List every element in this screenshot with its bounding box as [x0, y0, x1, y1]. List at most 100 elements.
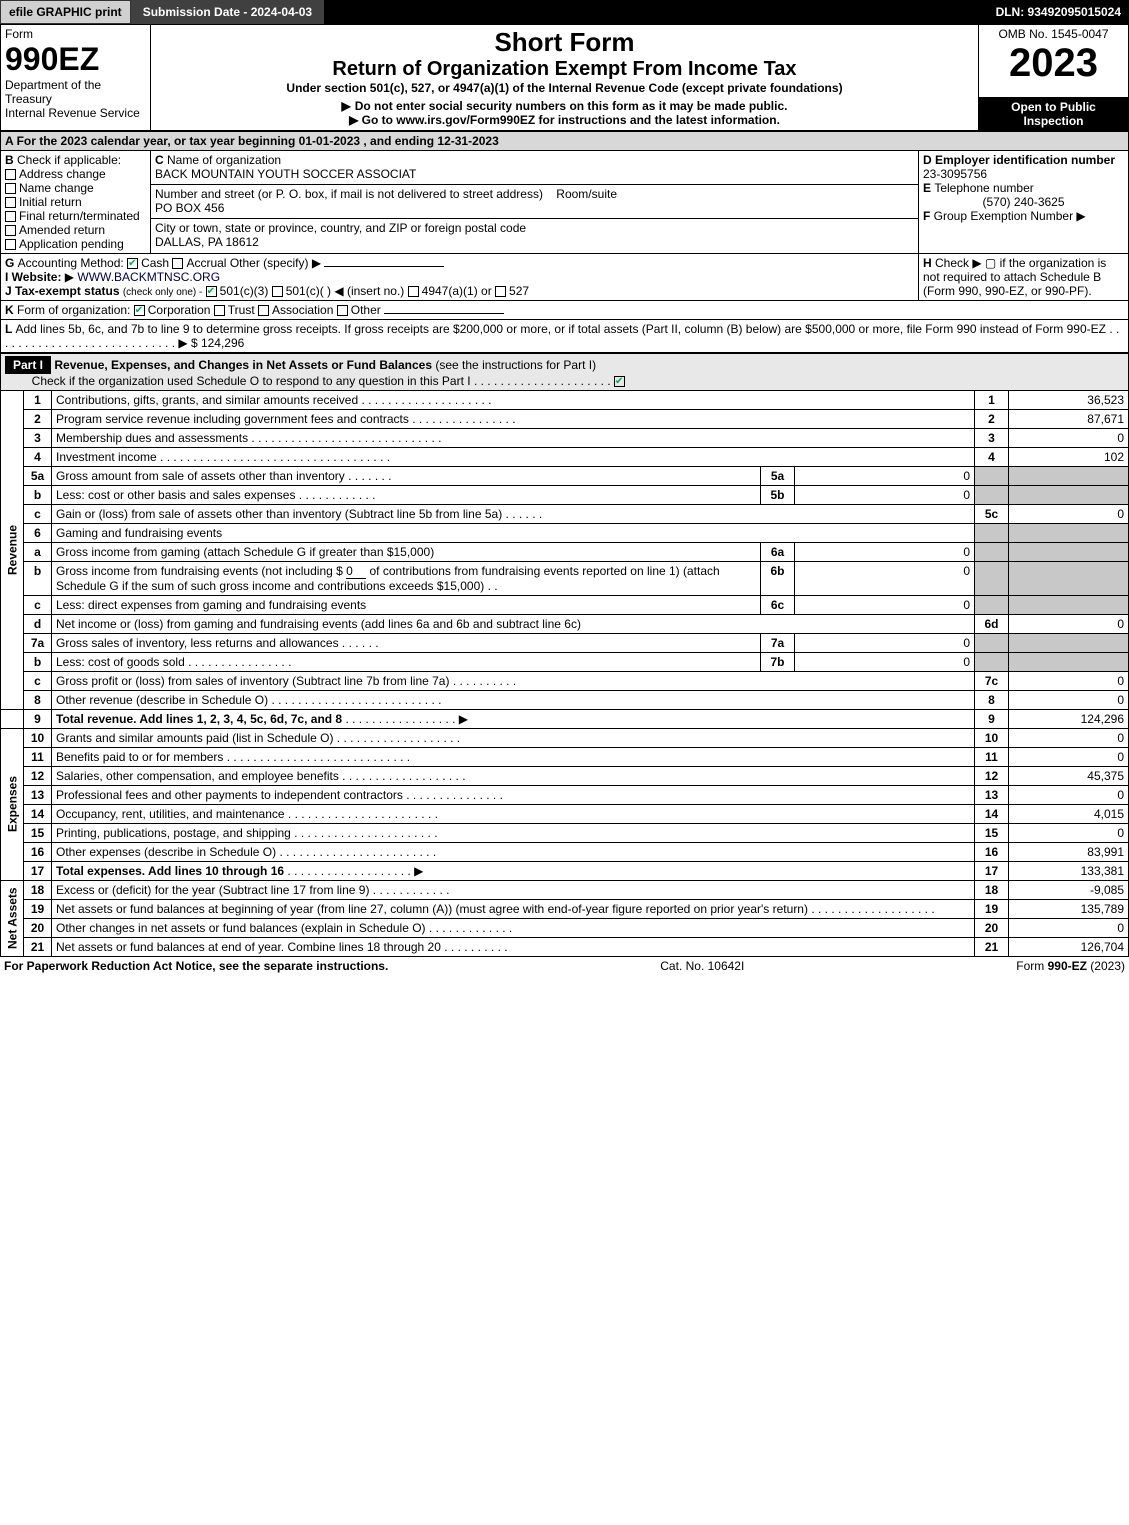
line-1-text: Contributions, gifts, grants, and simila…	[56, 393, 358, 407]
efile-print-button[interactable]: efile GRAPHIC print	[0, 0, 131, 24]
i-label: Website:	[12, 270, 62, 284]
telephone: (570) 240-3625	[923, 195, 1124, 209]
j-ins: (insert no.)	[347, 284, 404, 298]
line-10-num: 10	[975, 728, 1009, 747]
line-5b-sv: 0	[795, 485, 975, 504]
line-6d-num: 6d	[975, 614, 1009, 633]
line-7a-text: Gross sales of inventory, less returns a…	[56, 636, 339, 650]
line-8-text: Other revenue (describe in Schedule O)	[56, 693, 268, 707]
line-16-text: Other expenses (describe in Schedule O)	[56, 845, 276, 859]
line-18-num: 18	[975, 880, 1009, 899]
line-19-text: Net assets or fund balances at beginning…	[56, 902, 808, 916]
part1-checkbox[interactable]	[614, 376, 625, 387]
note-goto: ▶ Go to www.irs.gov/Form990EZ for instru…	[349, 113, 780, 127]
revenue-label: Revenue	[1, 390, 24, 709]
b-opt-2[interactable]: Initial return	[19, 195, 82, 209]
g-label: Accounting Method:	[18, 256, 124, 270]
k-label: Form of organization:	[17, 303, 130, 317]
line-6c-text: Less: direct expenses from gaming and fu…	[56, 598, 366, 612]
line-20-val: 0	[1009, 918, 1129, 937]
line-14-text: Occupancy, rent, utilities, and maintena…	[56, 807, 285, 821]
footer: For Paperwork Reduction Act Notice, see …	[0, 957, 1129, 975]
line-9-num: 9	[975, 709, 1009, 728]
line-12-val: 45,375	[1009, 766, 1129, 785]
line-2-val: 87,671	[1009, 409, 1129, 428]
g-accrual[interactable]: Accrual	[186, 256, 226, 270]
line-5c-text: Gain or (loss) from sale of assets other…	[56, 507, 502, 521]
b-opt-5[interactable]: Application pending	[19, 237, 124, 251]
k-o3[interactable]: Association	[272, 303, 333, 317]
line-13-text: Professional fees and other payments to …	[56, 788, 403, 802]
netassets-label: Net Assets	[1, 880, 24, 956]
info-table: A For the 2023 calendar year, or tax yea…	[0, 131, 1129, 353]
submission-date: Submission Date - 2024-04-03	[131, 0, 324, 24]
b-opt-0[interactable]: Address change	[19, 167, 106, 181]
line-7a-sn: 7a	[761, 633, 795, 652]
line-12-num: 12	[975, 766, 1009, 785]
line-1-val: 36,523	[1009, 390, 1129, 409]
c-name-label: Name of organization	[167, 153, 281, 167]
line-15-val: 0	[1009, 823, 1129, 842]
c-city-label: City or town, state or province, country…	[155, 221, 526, 235]
line-6c-sn: 6c	[761, 595, 795, 614]
line-7b-sn: 7b	[761, 652, 795, 671]
line-2-text: Program service revenue including govern…	[56, 412, 409, 426]
line-7a-sv: 0	[795, 633, 975, 652]
line-6d-text: Net income or (loss) from gaming and fun…	[56, 617, 581, 631]
line-6b-text1: Gross income from fundraising events (no…	[56, 564, 343, 578]
line-5b-sn: 5b	[761, 485, 795, 504]
city: DALLAS, PA 18612	[155, 235, 259, 249]
b-opt-1[interactable]: Name change	[19, 181, 94, 195]
form-label: Form	[5, 27, 33, 41]
line-13-num: 13	[975, 785, 1009, 804]
line-8-num: 8	[975, 690, 1009, 709]
g-cash[interactable]: Cash	[141, 256, 169, 270]
line-5c-num: 5c	[975, 504, 1009, 523]
line-20-text: Other changes in net assets or fund bala…	[56, 921, 426, 935]
k-o2[interactable]: Trust	[228, 303, 255, 317]
b-opt-4[interactable]: Amended return	[19, 223, 105, 237]
line-a: For the 2023 calendar year, or tax year …	[17, 134, 499, 148]
line-17-num: 17	[975, 861, 1009, 880]
line-5a-sv: 0	[795, 466, 975, 485]
line-7b-text: Less: cost of goods sold	[56, 655, 185, 669]
j-sub: (check only one) -	[123, 287, 202, 298]
line-7b-sv: 0	[795, 652, 975, 671]
j-o2[interactable]: 501(c)( )	[286, 284, 331, 298]
line-6b-sv: 0	[795, 561, 975, 595]
line-4-text: Investment income	[56, 450, 157, 464]
j-o4[interactable]: 527	[509, 284, 529, 298]
line-14-num: 14	[975, 804, 1009, 823]
note-ssn: Do not enter social security numbers on …	[341, 99, 787, 113]
k-o1[interactable]: Corporation	[148, 303, 211, 317]
open-to-public: Open to Public Inspection	[979, 97, 1129, 130]
line-6d-val: 0	[1009, 614, 1129, 633]
subtitle: Under section 501(c), 527, or 4947(a)(1)…	[155, 81, 974, 95]
line-15-text: Printing, publications, postage, and shi…	[56, 826, 291, 840]
org-name: BACK MOUNTAIN YOUTH SOCCER ASSOCIAT	[155, 167, 416, 181]
line-10-text: Grants and similar amounts paid (list in…	[56, 731, 333, 745]
l-text: Add lines 5b, 6c, and 7b to line 9 to de…	[15, 322, 1106, 336]
omb-number: OMB No. 1545-0047	[998, 27, 1108, 41]
line-21-text: Net assets or fund balances at end of ye…	[56, 940, 441, 954]
j-o1[interactable]: 501(c)(3)	[220, 284, 269, 298]
k-o4[interactable]: Other	[351, 303, 381, 317]
g-other[interactable]: Other (specify)	[230, 256, 309, 270]
header-table: Form 990EZ Department of the Treasury In…	[0, 24, 1129, 131]
top-bar: efile GRAPHIC print Submission Date - 20…	[0, 0, 1129, 24]
b-opt-3[interactable]: Final return/terminated	[19, 209, 140, 223]
line-19-num: 19	[975, 899, 1009, 918]
line-18-text: Excess or (deficit) for the year (Subtra…	[56, 883, 369, 897]
line-21-num: 21	[975, 937, 1009, 956]
dept-label: Department of the Treasury	[5, 78, 101, 106]
line-4-num: 4	[975, 447, 1009, 466]
part1-title: Revenue, Expenses, and Changes in Net As…	[54, 358, 432, 372]
line-6a-text: Gross income from gaming (attach Schedul…	[56, 545, 434, 559]
ein: 23-3095756	[923, 167, 987, 181]
line-8-val: 0	[1009, 690, 1129, 709]
line-3-num: 3	[975, 428, 1009, 447]
line-7c-val: 0	[1009, 671, 1129, 690]
j-o3[interactable]: 4947(a)(1) or	[422, 284, 492, 298]
website-link[interactable]: WWW.BACKMTNSC.ORG	[77, 270, 220, 284]
f-label: Group Exemption Number	[934, 209, 1073, 223]
